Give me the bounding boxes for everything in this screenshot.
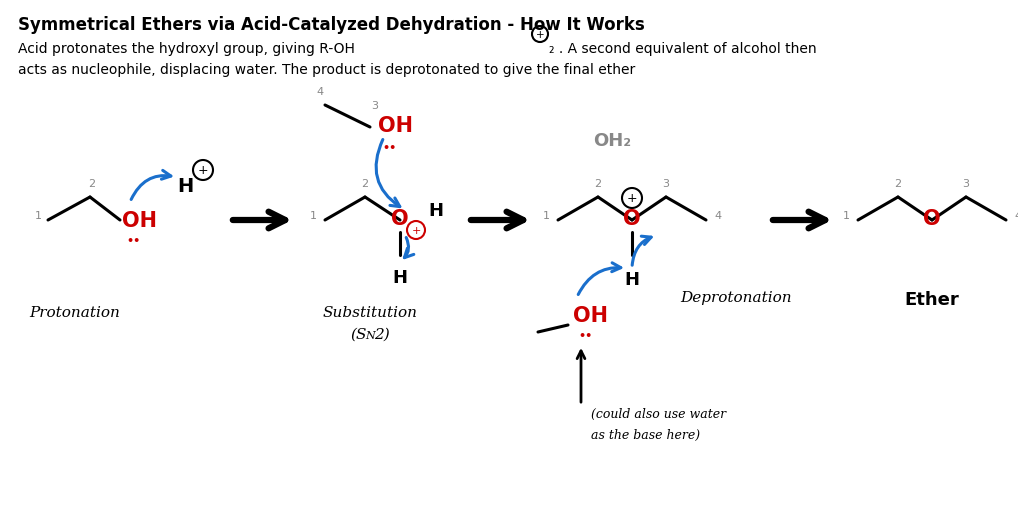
- Text: (could also use water: (could also use water: [591, 407, 726, 420]
- Text: OH: OH: [378, 116, 413, 136]
- Text: acts as nucleophile, displacing water. The product is deprotonated to give the f: acts as nucleophile, displacing water. T…: [18, 63, 635, 77]
- Text: 3: 3: [962, 179, 969, 189]
- Text: 1: 1: [543, 211, 550, 221]
- Text: Acid protonates the hydroxyl group, giving R-OH: Acid protonates the hydroxyl group, givi…: [18, 42, 355, 56]
- Text: N: N: [365, 330, 375, 340]
- Text: H: H: [393, 269, 407, 286]
- Text: ••: ••: [383, 143, 397, 153]
- Text: 1: 1: [35, 211, 42, 221]
- Text: Symmetrical Ethers via Acid-Catalyzed Dehydration - How It Works: Symmetrical Ethers via Acid-Catalyzed De…: [18, 16, 644, 34]
- Text: H: H: [624, 271, 639, 288]
- Text: O: O: [923, 209, 941, 229]
- Text: 4: 4: [317, 87, 324, 97]
- Text: Protonation: Protonation: [30, 306, 120, 319]
- Text: (S: (S: [350, 327, 366, 341]
- Text: 2: 2: [595, 179, 602, 189]
- Text: 2: 2: [895, 179, 902, 189]
- Text: H: H: [177, 176, 193, 195]
- Text: ••: ••: [579, 330, 593, 340]
- Text: Ether: Ether: [905, 290, 959, 309]
- Text: ••: ••: [126, 235, 140, 245]
- Text: +: +: [197, 164, 209, 177]
- Text: Substitution: Substitution: [323, 306, 417, 319]
- Text: OH: OH: [122, 211, 157, 231]
- Text: as the base here): as the base here): [591, 428, 700, 441]
- Text: OH: OH: [573, 306, 608, 325]
- Text: 3: 3: [372, 101, 379, 111]
- Text: +: +: [411, 226, 420, 235]
- Text: O: O: [391, 209, 409, 229]
- Text: H: H: [428, 201, 443, 220]
- Text: OH₂: OH₂: [592, 132, 631, 149]
- Text: ₂ . A second equivalent of alcohol then: ₂ . A second equivalent of alcohol then: [549, 42, 816, 56]
- Text: 1: 1: [309, 211, 317, 221]
- Text: 4: 4: [715, 211, 722, 221]
- Text: 2): 2): [374, 327, 390, 341]
- Text: O: O: [623, 209, 640, 229]
- Text: 2: 2: [89, 179, 96, 189]
- Text: Deprotonation: Deprotonation: [680, 290, 792, 305]
- Text: 2: 2: [361, 179, 369, 189]
- Text: +: +: [627, 192, 637, 205]
- Text: +: +: [535, 30, 545, 40]
- Text: 3: 3: [663, 179, 670, 189]
- Text: 1: 1: [843, 211, 849, 221]
- Text: 4: 4: [1015, 211, 1018, 221]
